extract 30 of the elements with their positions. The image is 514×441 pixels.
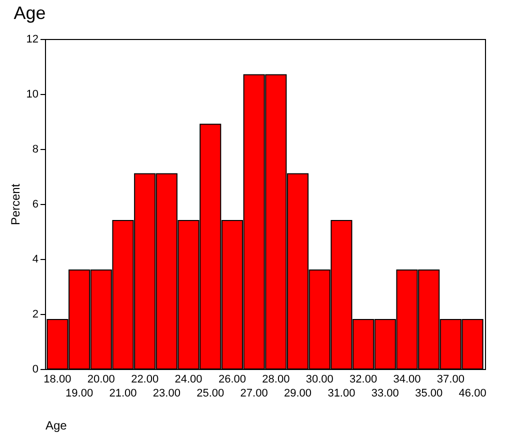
x-tick-label: 24.00: [174, 374, 202, 386]
x-tick-label: 31.00: [328, 388, 356, 400]
y-tick-label: 12: [26, 34, 38, 46]
x-tick-label: 23.00: [152, 388, 180, 400]
y-tick-label: 2: [32, 308, 38, 320]
x-tick-label: 22.00: [131, 374, 159, 386]
x-tick-label: 28.00: [262, 374, 290, 386]
chart-title: Age: [14, 3, 46, 23]
x-tick-label: 26.00: [218, 374, 246, 386]
x-tick-label: 25.00: [196, 388, 224, 400]
x-tick-label: 33.00: [371, 388, 399, 400]
y-axis-title: Percent: [8, 183, 22, 226]
x-axis-title: Age: [46, 418, 68, 432]
x-tick-label: 34.00: [393, 374, 421, 386]
x-tick-label: 27.00: [240, 388, 268, 400]
x-tick-label: 21.00: [109, 388, 137, 400]
x-tick-label: 29.00: [284, 388, 312, 400]
x-tick-label: 46.00: [458, 388, 486, 400]
y-tick-label: 10: [26, 88, 38, 100]
x-tick-label: 19.00: [66, 388, 94, 400]
x-tick-label: 18.00: [44, 374, 72, 386]
y-tick-label: 6: [32, 198, 38, 210]
x-tick-label: 30.00: [306, 374, 334, 386]
x-tick-label: 35.00: [415, 388, 443, 400]
y-tick-label: 8: [32, 144, 38, 156]
y-tick-label: 4: [32, 254, 38, 266]
y-tick-label: 0: [32, 364, 38, 376]
x-tick-label: 37.00: [436, 374, 464, 386]
x-tick-label: 32.00: [350, 374, 378, 386]
x-tick-label: 20.00: [87, 374, 115, 386]
